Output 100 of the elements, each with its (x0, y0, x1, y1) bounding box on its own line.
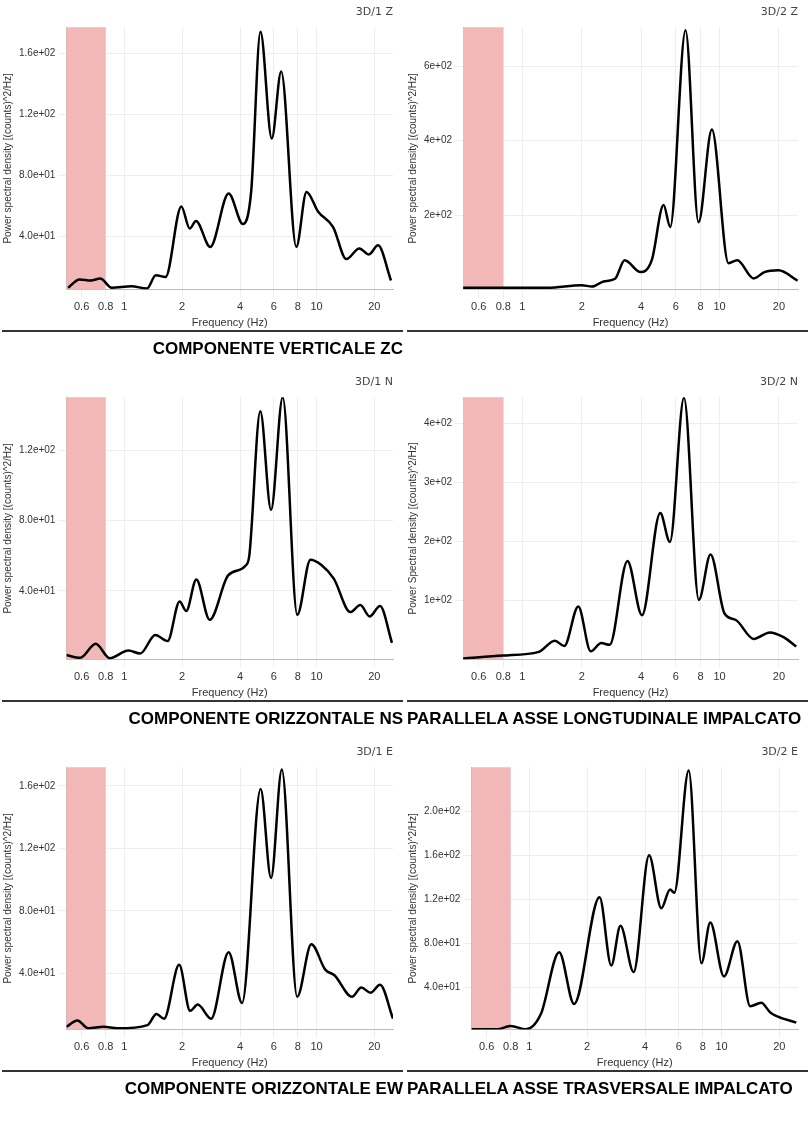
x-tick-label: 10 (713, 670, 726, 683)
chart-title: 3D/1 E (356, 745, 394, 759)
x-tick-label: 20 (368, 300, 381, 313)
x-tick-label: 6 (672, 670, 679, 683)
x-axis-title: Frequency (Hz) (592, 316, 669, 329)
x-tick-label: 1 (121, 670, 128, 683)
y-tick-label: 1.6e+02 (18, 779, 56, 791)
x-tick-label: 0.8 (503, 1040, 519, 1053)
y-tick-label: 1.2e+02 (18, 443, 56, 455)
y-axis-title: Power spectral density [(counts)^2/Hz] (406, 73, 418, 244)
x-tick-label: 8 (294, 1040, 301, 1053)
x-tick-label: 2 (179, 300, 186, 313)
x-tick-label: 0.8 (98, 1040, 114, 1053)
y-axis-title: Power spectral density [(counts)^2/Hz] (1, 443, 13, 614)
x-tick-label: 4 (638, 300, 645, 313)
x-tick-label: 10 (310, 1040, 323, 1053)
x-tick-label: 4 (236, 1040, 244, 1053)
text: PARALLELA ASSE LONGTUDINALE IMPALCATO (407, 709, 802, 728)
x-tick-label: 10 (310, 300, 323, 313)
chart-title: 3D/2 E (761, 745, 799, 759)
chart-title: 3D/1 N (355, 375, 393, 389)
x-tick-label: 8 (697, 670, 704, 683)
text: COMPONENTE ORIZZONTALE EW (124, 1079, 403, 1098)
x-tick-label: 6 (270, 670, 277, 683)
x-tick-label: 0.6 (74, 670, 90, 683)
y-tick-label: 1.6e+02 (18, 46, 56, 58)
x-tick-label: 20 (368, 670, 381, 683)
x-tick-label: 8 (697, 300, 704, 313)
text: PARALLELA ASSE TRASVERSALE IMPALCATO (407, 1079, 793, 1098)
x-axis-title: Frequency (Hz) (191, 1056, 268, 1069)
y-tick-label: 1e+02 (423, 594, 453, 606)
x-tick-label: 1 (519, 670, 526, 683)
x-axis-title: Frequency (Hz) (191, 686, 268, 699)
x-tick-label: 1 (121, 1040, 128, 1053)
y-tick-label: 4.0e+01 (423, 981, 461, 993)
x-tick-label: 8 (294, 300, 301, 313)
y-tick-label: 8.0e+01 (18, 168, 56, 180)
y-tick-label: 4.0e+01 (18, 967, 56, 979)
x-tick-label: 2 (179, 1040, 186, 1053)
x-tick-label: 20 (772, 670, 786, 683)
x-tick-label: 6 (675, 1040, 682, 1053)
y-tick-label: 1.6e+02 (423, 849, 461, 861)
x-tick-label: 4 (236, 670, 244, 683)
y-tick-label: 3e+02 (423, 476, 453, 488)
x-tick-label: 1 (519, 300, 526, 313)
y-tick-label: 1.2e+02 (18, 107, 56, 119)
y-tick-label: 8.0e+01 (18, 904, 56, 916)
y-tick-label: 4.0e+01 (18, 584, 56, 596)
y-tick-label: 8.0e+01 (18, 514, 56, 526)
x-axis-title: Frequency (Hz) (191, 316, 268, 329)
x-axis-title: Frequency (Hz) (592, 686, 669, 699)
x-tick-label: 6 (672, 300, 679, 313)
x-tick-label: 20 (772, 300, 786, 313)
x-tick-label: 0.8 (98, 670, 114, 683)
chart-title: 3D/1 Z (355, 5, 394, 19)
y-tick-label: 4e+02 (423, 416, 453, 428)
x-tick-label: 8 (699, 1040, 706, 1053)
x-tick-label: 4 (641, 1040, 649, 1053)
x-tick-label: 2 (179, 670, 186, 683)
x-tick-label: 10 (715, 1040, 728, 1053)
y-axis-title: Power Spectral density [(counts)^2/Hz] (406, 442, 418, 615)
x-axis-title: Frequency (Hz) (596, 1056, 673, 1069)
x-tick-label: 4 (638, 670, 645, 683)
y-tick-label: 4.0e+01 (18, 229, 56, 241)
x-tick-label: 8 (294, 670, 301, 683)
x-tick-label: 10 (713, 300, 726, 313)
x-tick-label: 1 (121, 300, 128, 313)
chart-title: 3D/2 Z (760, 5, 799, 19)
x-tick-label: 2 (578, 300, 585, 313)
y-tick-label: 1.2e+02 (18, 842, 56, 854)
x-tick-label: 4 (236, 300, 244, 313)
x-tick-label: 0.6 (471, 670, 487, 683)
x-tick-label: 0.6 (74, 300, 90, 313)
x-tick-label: 20 (773, 1040, 786, 1053)
y-tick-label: 8.0e+01 (423, 937, 461, 949)
x-tick-label: 10 (310, 670, 323, 683)
x-tick-label: 0.6 (479, 1040, 495, 1053)
x-tick-label: 1 (526, 1040, 533, 1053)
x-tick-label: 0.6 (471, 300, 487, 313)
x-tick-label: 6 (270, 1040, 277, 1053)
x-tick-label: 20 (368, 1040, 381, 1053)
y-axis-title: Power spectral density [(counts)^2/Hz] (406, 813, 418, 984)
y-tick-label: 2.0e+02 (423, 805, 461, 816)
chart-title: 3D/2 N (760, 375, 798, 389)
x-tick-label: 0.8 (495, 300, 511, 313)
y-tick-label: 2e+02 (423, 535, 453, 547)
y-tick-label: 2e+02 (423, 208, 453, 220)
y-tick-label: 4e+02 (423, 134, 453, 146)
y-axis-title: Power spectral density [(counts)^2/Hz] (1, 73, 13, 244)
text: COMPONENTE ORIZZONTALE NS (128, 709, 403, 728)
x-tick-label: 0.6 (74, 1040, 90, 1053)
y-tick-label: 6e+02 (423, 60, 453, 72)
x-tick-label: 2 (584, 1040, 591, 1053)
x-tick-label: 0.8 (495, 670, 511, 683)
y-axis-title: Power spectral density [(counts)^2/Hz] (1, 813, 13, 984)
y-tick-label: 1.2e+02 (423, 893, 461, 905)
text: COMPONENTE VERTICALE ZC (152, 339, 403, 358)
x-tick-label: 2 (578, 670, 585, 683)
x-tick-label: 6 (270, 300, 277, 313)
x-tick-label: 0.8 (98, 300, 114, 313)
